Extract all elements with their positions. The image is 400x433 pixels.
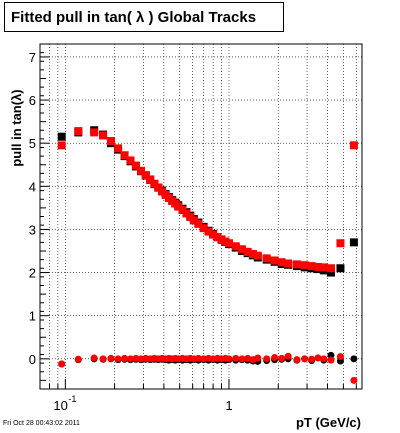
data-point-square	[326, 264, 335, 273]
data-point-square	[57, 132, 66, 141]
data-point-square	[174, 202, 183, 211]
y-tick-label: 5	[29, 136, 36, 151]
data-point-circle	[225, 355, 233, 363]
data-point-square	[262, 254, 271, 263]
data-point-square	[74, 127, 83, 136]
data-point-square	[99, 131, 108, 140]
data-point-square	[314, 262, 323, 271]
data-point-square	[209, 230, 218, 239]
x-tick-label-exponent: -1	[68, 394, 76, 404]
y-tick-label: 3	[29, 222, 36, 237]
data-point-square	[336, 264, 345, 273]
grid-lines	[39, 44, 362, 389]
y-tick-label: 6	[29, 93, 36, 108]
data-point-circle	[114, 355, 122, 363]
data-point-square	[126, 156, 135, 165]
data-point-circle	[336, 353, 344, 361]
data-point-square	[284, 259, 293, 268]
data-point-circle	[284, 352, 292, 360]
data-point-circle	[293, 356, 301, 364]
x-tick-label: 10	[53, 398, 67, 413]
data-point-square	[120, 151, 129, 160]
data-point-circle	[132, 354, 140, 362]
data-point-circle	[99, 355, 107, 363]
data-markers	[57, 126, 358, 384]
data-point-circle	[74, 355, 82, 363]
data-point-square	[231, 242, 240, 251]
data-point-circle	[314, 354, 322, 362]
axes: 0 1 2 3 4 5 6 7 10 -1 1	[29, 50, 357, 413]
data-point-circle	[301, 355, 309, 363]
data-point-circle	[90, 354, 98, 362]
title-box: Fitted pull in tan( λ ) Global Tracks	[4, 2, 284, 32]
y-tick-label: 4	[29, 179, 36, 194]
data-point-square	[349, 238, 358, 247]
data-point-circle	[350, 355, 358, 363]
data-point-square	[270, 256, 279, 265]
data-point-circle	[308, 355, 316, 363]
data-point-circle	[121, 354, 129, 362]
data-point-circle	[107, 354, 115, 362]
plot-frame	[39, 43, 363, 390]
data-point-circle	[278, 354, 286, 362]
x-axis-label: pT (GeV/c)	[296, 415, 361, 430]
data-point-square	[349, 141, 358, 150]
y-tick-label: 0	[29, 352, 36, 367]
data-point-square	[243, 247, 252, 256]
data-point-square	[57, 141, 66, 150]
data-point-square	[336, 239, 345, 248]
data-point-square	[326, 268, 335, 277]
data-point-square	[90, 128, 99, 137]
data-point-square	[114, 144, 123, 153]
data-point-square	[277, 258, 286, 267]
data-point-circle	[271, 354, 279, 362]
data-point-circle	[126, 355, 134, 363]
data-point-circle	[327, 356, 335, 364]
data-point-circle	[263, 355, 271, 363]
data-point-square	[199, 224, 208, 233]
data-point-square	[137, 166, 146, 175]
data-point-square	[194, 219, 203, 228]
data-point-square	[300, 261, 309, 270]
data-point-circle	[254, 354, 262, 362]
data-point-circle	[350, 376, 358, 384]
data-point-square	[131, 161, 140, 170]
data-point-circle	[244, 354, 252, 362]
data-point-square	[204, 227, 213, 236]
data-point-circle	[194, 354, 202, 362]
y-tick-label: 7	[29, 50, 36, 65]
data-point-square	[213, 233, 222, 242]
data-point-square	[189, 216, 198, 225]
data-point-circle	[232, 354, 240, 362]
data-point-square	[307, 262, 316, 271]
chart-title: Fitted pull in tan( λ ) Global Tracks	[11, 9, 257, 26]
y-axis-label: pull in tan(λ)	[9, 89, 24, 166]
data-point-square	[141, 171, 150, 180]
data-point-circle	[58, 360, 66, 368]
data-point-square	[253, 251, 262, 260]
data-point-square	[146, 175, 155, 184]
data-point-square	[292, 260, 301, 269]
data-point-square	[237, 245, 246, 254]
data-point-square	[248, 250, 257, 259]
x-tick-label: 1	[225, 398, 232, 413]
data-point-square	[106, 137, 115, 146]
y-tick-label: 2	[29, 266, 36, 281]
y-tick-label: 1	[29, 309, 36, 324]
data-point-circle	[320, 355, 328, 363]
data-point-square	[319, 263, 328, 272]
data-point-circle	[238, 355, 246, 363]
data-point-square	[224, 239, 233, 248]
timestamp-footer: Fri Oct 28 00:43:02 2011	[3, 420, 80, 427]
